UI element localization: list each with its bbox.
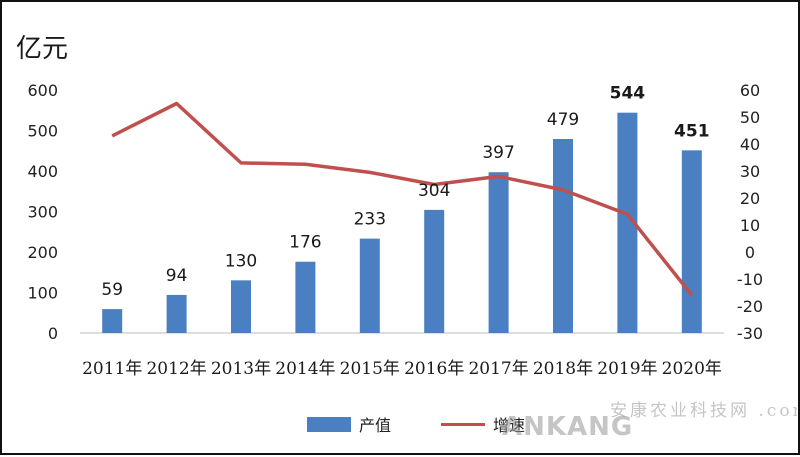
bar-data-label: 130	[225, 251, 257, 271]
x-tick-label: 2020年	[662, 359, 722, 379]
y-right-tick-label: 30	[740, 162, 760, 181]
y-right-tick-label: -30	[737, 324, 763, 343]
legend-bar-swatch	[307, 417, 351, 432]
x-tick-label: 2015年	[340, 359, 400, 379]
bar-data-label: 451	[674, 121, 710, 141]
y-left-tick-label: 400	[27, 162, 58, 181]
bar-data-label: 233	[354, 210, 386, 230]
bar-2015年	[360, 239, 380, 333]
legend: 产值 增速	[307, 412, 575, 436]
y-right-tick-label: 40	[740, 135, 760, 154]
legend-item-output: 产值	[307, 412, 391, 436]
bar-2018年	[553, 139, 573, 333]
y-left-tick-label: 600	[27, 81, 58, 100]
legend-item-growth: 增速	[441, 412, 525, 436]
y-right-tick-label: 50	[740, 108, 760, 127]
y-right-tick-label: -10	[737, 270, 763, 289]
x-tick-label: 2011年	[82, 359, 142, 379]
y-left-tick-label: 0	[48, 324, 58, 343]
bar-data-label: 544	[610, 84, 646, 104]
x-tick-label: 2013年	[211, 359, 271, 379]
bar-data-label: 94	[166, 266, 188, 286]
y-left-tick-label: 500	[27, 122, 58, 141]
x-tick-label: 2019年	[597, 359, 657, 379]
bar-data-label: 59	[101, 280, 123, 300]
bar-data-label: 479	[547, 110, 579, 130]
y-right-tick-label: 60	[740, 81, 760, 100]
y-right-tick-label: 10	[740, 216, 760, 235]
x-tick-label: 2014年	[275, 359, 335, 379]
y-left-tick-label: 300	[27, 203, 58, 222]
x-tick-label: 2018年	[533, 359, 593, 379]
legend-line-swatch	[441, 423, 485, 426]
x-tick-label: 2017年	[468, 359, 528, 379]
bar-2013年	[231, 280, 251, 333]
bar-data-label: 397	[482, 143, 514, 163]
legend-label-output: 产值	[359, 412, 391, 436]
bar-2014年	[295, 262, 315, 333]
bar-data-label: 304	[418, 181, 450, 201]
growth-rate-line	[112, 104, 692, 296]
x-tick-label: 2012年	[146, 359, 206, 379]
y-right-tick-label: 20	[740, 189, 760, 208]
bar-2011年	[102, 309, 122, 333]
legend-label-growth: 增速	[493, 412, 525, 436]
y-right-tick-label: -20	[737, 297, 763, 316]
y-left-tick-label: 100	[27, 284, 58, 303]
bar-2020年	[682, 150, 702, 333]
y-left-tick-label: 200	[27, 243, 58, 262]
y-right-tick-label: 0	[745, 243, 755, 262]
x-tick-label: 2016年	[404, 359, 464, 379]
bar-2016年	[424, 210, 444, 333]
bar-data-label: 176	[289, 233, 321, 253]
bar-2017年	[489, 172, 509, 333]
bar-2012年	[167, 295, 187, 333]
